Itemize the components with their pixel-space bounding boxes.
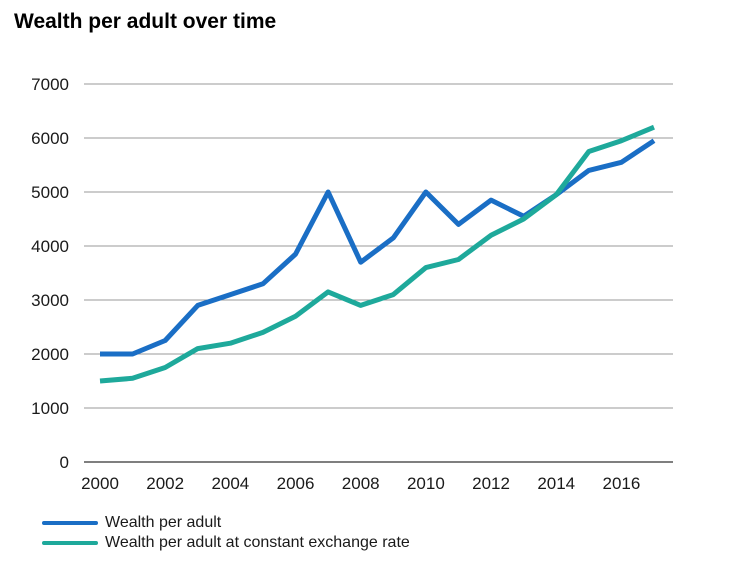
page-title: Wealth per adult over time (14, 10, 277, 33)
legend-item-constant-exchange-rate: Wealth per adult at constant exchange ra… (42, 533, 410, 553)
y-tick-label: 3000 (31, 291, 69, 310)
legend-line-swatch-blue (42, 521, 98, 525)
x-tick-label: 2000 (81, 474, 119, 493)
legend-line-swatch-teal (42, 541, 98, 545)
y-tick-label: 5000 (31, 183, 69, 202)
x-tick-label: 2014 (537, 474, 575, 493)
y-tick-label: 7000 (31, 75, 69, 94)
y-tick-label: 0 (60, 453, 69, 472)
chart-legend: Wealth per adult Wealth per adult at con… (42, 513, 410, 553)
x-tick-label: 2016 (602, 474, 640, 493)
x-tick-label: 2008 (342, 474, 380, 493)
legend-label: Wealth per adult at constant exchange ra… (105, 534, 410, 551)
y-tick-label: 4000 (31, 237, 69, 256)
y-tick-label: 1000 (31, 399, 69, 418)
series-line-constant-exchange-rate (99, 124, 655, 384)
legend-item-wealth-per-adult: Wealth per adult (42, 513, 410, 533)
x-tick-label: 2002 (146, 474, 184, 493)
x-tick-label: 2012 (472, 474, 510, 493)
y-tick-label: 2000 (31, 345, 69, 364)
x-tick-label: 2010 (407, 474, 445, 493)
y-tick-label: 6000 (31, 129, 69, 148)
x-tick-label: 2004 (211, 474, 249, 493)
x-tick-label: 2006 (277, 474, 315, 493)
legend-label: Wealth per adult (105, 514, 222, 531)
